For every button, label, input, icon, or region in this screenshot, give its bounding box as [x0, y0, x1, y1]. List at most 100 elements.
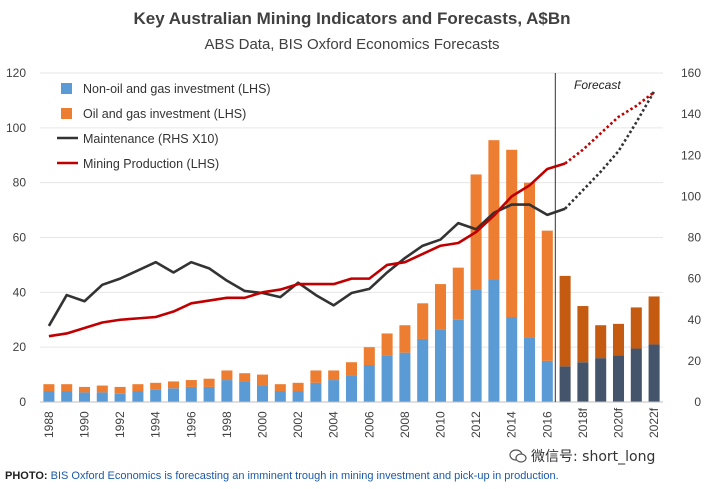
y-right-tick-label: 100	[681, 189, 701, 203]
y-right-tick-label: 160	[681, 66, 701, 80]
legend-production-label: Mining Production (LHS)	[83, 157, 219, 171]
production-line	[48, 162, 566, 338]
production-line-forecast	[564, 91, 655, 165]
bar-non-oil	[132, 391, 144, 402]
bar-oil	[381, 333, 393, 356]
bar-non-oil	[96, 392, 108, 402]
bar-non-oil	[292, 391, 304, 402]
y-right-tick-label: 60	[688, 272, 702, 286]
bar-oil	[114, 386, 126, 394]
bar-non-oil	[452, 319, 464, 402]
photo-caption: PHOTO: BIS Oxford Economics is forecasti…	[5, 470, 625, 482]
bar-non-oil	[630, 348, 642, 402]
bar-non-oil	[417, 338, 429, 402]
y-left-tick-label: 0	[19, 395, 26, 409]
y-right-tick-label: 20	[688, 354, 702, 368]
bar-non-oil	[274, 391, 286, 402]
legend-non-oil-label: Non-oil and gas investment (LHS)	[83, 82, 271, 96]
legend-non-oil-swatch	[61, 83, 72, 94]
bar-oil	[310, 370, 322, 383]
bar-non-oil	[488, 279, 500, 402]
bar-oil	[541, 230, 553, 361]
bar-oil	[434, 284, 447, 330]
x-tick-label: 1990	[78, 411, 92, 438]
bar-non-oil	[595, 358, 607, 402]
watermark: 微信号: short_long	[509, 446, 655, 466]
bar-oil	[648, 296, 660, 345]
y-right-tick-label: 120	[681, 148, 701, 162]
y-left-tick-label: 120	[6, 66, 26, 80]
bar-non-oil	[310, 382, 322, 402]
bar-non-oil	[43, 391, 55, 402]
bar-oil	[150, 382, 162, 390]
bar-oil	[577, 306, 589, 363]
y-left-tick-label: 40	[13, 285, 27, 299]
bar-non-oil	[221, 380, 233, 402]
y-right-tick-label: 80	[688, 231, 702, 245]
bar-non-oil	[399, 352, 411, 402]
bar-non-oil	[506, 317, 518, 402]
bar-oil	[399, 325, 411, 353]
y-left-tick-label: 20	[13, 340, 27, 354]
x-tick-label: 2012	[469, 411, 483, 438]
x-tick-label: 2018f	[576, 407, 590, 438]
bar-oil	[595, 325, 607, 359]
chart-subtitle: ABS Data, BIS Oxford Economics Forecasts	[204, 36, 499, 53]
bar-non-oil	[612, 355, 625, 402]
bar-oil	[61, 384, 73, 392]
bar-non-oil	[256, 385, 269, 402]
legend-maintenance-label: Maintenance (RHS X10)	[83, 132, 218, 146]
legend-oil-label: Oil and gas investment (LHS)	[83, 107, 246, 121]
chart-title: Key Australian Mining Indicators and For…	[133, 9, 570, 28]
bar-oil	[559, 275, 571, 367]
bar-oil	[363, 347, 375, 365]
x-tick-label: 2020f	[612, 407, 626, 438]
y-right-tick-label: 40	[688, 313, 702, 327]
x-tick-label: 1988	[42, 411, 56, 438]
bar-non-oil	[434, 329, 447, 402]
bar-oil	[274, 384, 286, 392]
caption-label: PHOTO:	[5, 470, 48, 482]
line-series	[47, 90, 656, 338]
bar-oil	[417, 303, 429, 339]
maintenance-line	[47, 203, 566, 327]
bar-oil	[96, 385, 108, 393]
bar-non-oil	[470, 289, 482, 402]
x-tick-label: 2002	[291, 411, 305, 438]
bar-series	[43, 140, 660, 402]
bar-oil	[132, 384, 144, 392]
y-left-tick-label: 100	[6, 121, 26, 135]
y-left-tick-label: 80	[13, 176, 27, 190]
bar-oil	[612, 323, 625, 356]
x-tick-label: 2016	[540, 411, 554, 438]
bar-non-oil	[381, 355, 393, 402]
bar-oil	[203, 378, 215, 387]
bar-oil	[523, 182, 536, 338]
bar-oil	[328, 370, 340, 381]
bar-oil	[488, 140, 500, 280]
bar-non-oil	[167, 388, 180, 402]
bar-non-oil	[239, 381, 251, 402]
bar-non-oil	[559, 366, 571, 402]
bar-non-oil	[78, 392, 91, 402]
bar-oil	[239, 373, 251, 382]
bar-non-oil	[328, 380, 340, 402]
x-tick-label: 2022f	[647, 407, 661, 438]
bar-non-oil	[541, 360, 553, 402]
bar-oil	[630, 307, 642, 349]
bar-non-oil	[363, 364, 375, 402]
bar-oil	[292, 382, 304, 392]
bar-non-oil	[648, 344, 660, 402]
caption-text: BIS Oxford Economics is forecasting an i…	[50, 470, 559, 482]
wechat-icon	[509, 449, 527, 463]
bar-non-oil	[61, 391, 73, 402]
x-tick-label: 1992	[113, 411, 127, 438]
y-left-tick-label: 60	[13, 231, 27, 245]
x-tick-label: 1996	[184, 411, 198, 438]
bar-non-oil	[185, 386, 197, 402]
x-tick-label: 2008	[398, 411, 412, 438]
axes: 0 20 40 60 80 100 120 0 20 40 60 80 100 120 140 160 1988…	[6, 66, 701, 438]
bar-non-oil	[523, 337, 536, 402]
bar-oil	[452, 267, 464, 320]
y-right-tick-label: 140	[681, 107, 701, 121]
